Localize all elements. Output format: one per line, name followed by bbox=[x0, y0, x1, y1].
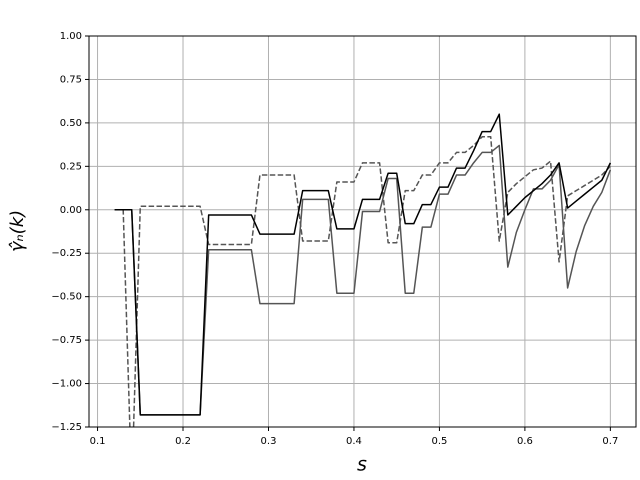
ticks: 0.1 0.2 0.3 0.4 0.5 0.6 0.7 −1.25 −1.00 −0.75 −0.5… bbox=[51, 31, 618, 447]
y-tick-label: −0.75 bbox=[51, 335, 82, 346]
x-tick-label: 0.4 bbox=[346, 436, 362, 447]
y-tick-label: 1.00 bbox=[60, 31, 82, 42]
x-tick-label: 0.6 bbox=[517, 436, 533, 447]
y-tick-label: 0.00 bbox=[60, 205, 82, 216]
x-tick-label: 0.5 bbox=[431, 436, 447, 447]
y-tick-label: −0.50 bbox=[51, 292, 82, 303]
grid bbox=[89, 35, 636, 428]
x-tick-label: 0.3 bbox=[261, 436, 277, 447]
y-tick-label: −0.25 bbox=[51, 248, 82, 259]
y-axis-label: γ̂ₙ(k) bbox=[7, 210, 28, 252]
y-tick-label: −1.00 bbox=[51, 379, 82, 390]
series-line bbox=[114, 136, 611, 427]
series-line bbox=[114, 144, 612, 416]
plot-area bbox=[114, 113, 612, 427]
y-tick-label: 0.50 bbox=[60, 118, 82, 129]
y-tick-label: 0.25 bbox=[60, 161, 82, 172]
x-tick-label: 0.1 bbox=[90, 436, 106, 447]
x-tick-label: 0.2 bbox=[175, 436, 191, 447]
series-line bbox=[114, 113, 612, 416]
x-axis-label: s bbox=[357, 454, 367, 476]
x-tick-label: 0.7 bbox=[602, 436, 618, 447]
axes-frame bbox=[88, 35, 637, 428]
y-tick-label: 0.75 bbox=[60, 74, 82, 85]
y-tick-label: −1.25 bbox=[51, 422, 82, 433]
